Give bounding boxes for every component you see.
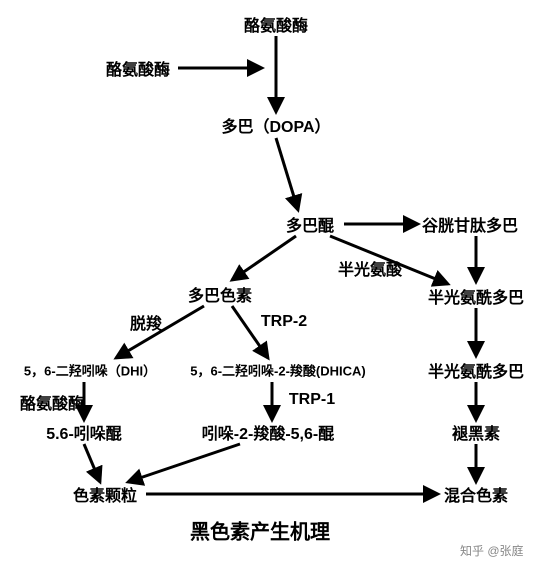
node-dopachrome: 多巴色素 [188,282,252,306]
flowchart-arrows [0,0,558,563]
node-indole2carbox: 吲哚-2-羧酸-5,6-醌 [202,420,334,444]
node-cys_dopa2: 半光氨酰多巴 [428,358,524,382]
node-dopaquinone: 多巴醌 [286,212,334,236]
edge-dopa-to-dopaquinone [276,138,298,210]
watermark: 知乎 @张庭 [460,542,524,559]
node-pigment_gran: 色素颗粒 [73,482,137,506]
edge-indolequinone-to-pigment_gran [84,444,100,482]
edge-dopaquinone-to-dopachrome [232,236,296,280]
node-dopa: 多巴（DOPA） [221,113,330,137]
diagram-title: 黑色素产生机理 [190,516,330,545]
node-indolequinone: 5.6-吲哚醌 [46,420,122,444]
edge-label-lbl_trp1: TRP-1 [289,391,335,409]
edge-label-lbl_decarbox: 脱羧 [130,310,162,334]
node-pheomelanin: 褪黑素 [452,420,500,444]
node-glut_dopa: 谷胱甘肽多巴 [422,212,518,236]
node-cysteine: 半光氨酸 [338,256,402,280]
edge-indole2carbox-to-pigment_gran [128,444,240,482]
node-mixed_pigment: 混合色素 [444,482,508,506]
node-dhi: 5，6-二羟吲哚（DHI） [24,361,156,380]
node-dhica: 5，6-二羟吲哚-2-羧酸(DHICA) [190,361,366,380]
node-tyrosine: 酪氨酸酶 [244,12,308,36]
edge-label-lbl_trp2: TRP-2 [261,313,307,331]
node-tyrosinase_l: 酪氨酸酶 [106,56,170,80]
node-cys_dopa: 半光氨酰多巴 [428,284,524,308]
edge-label-lbl_tyr2: 酪氨酸酶 [20,390,84,414]
